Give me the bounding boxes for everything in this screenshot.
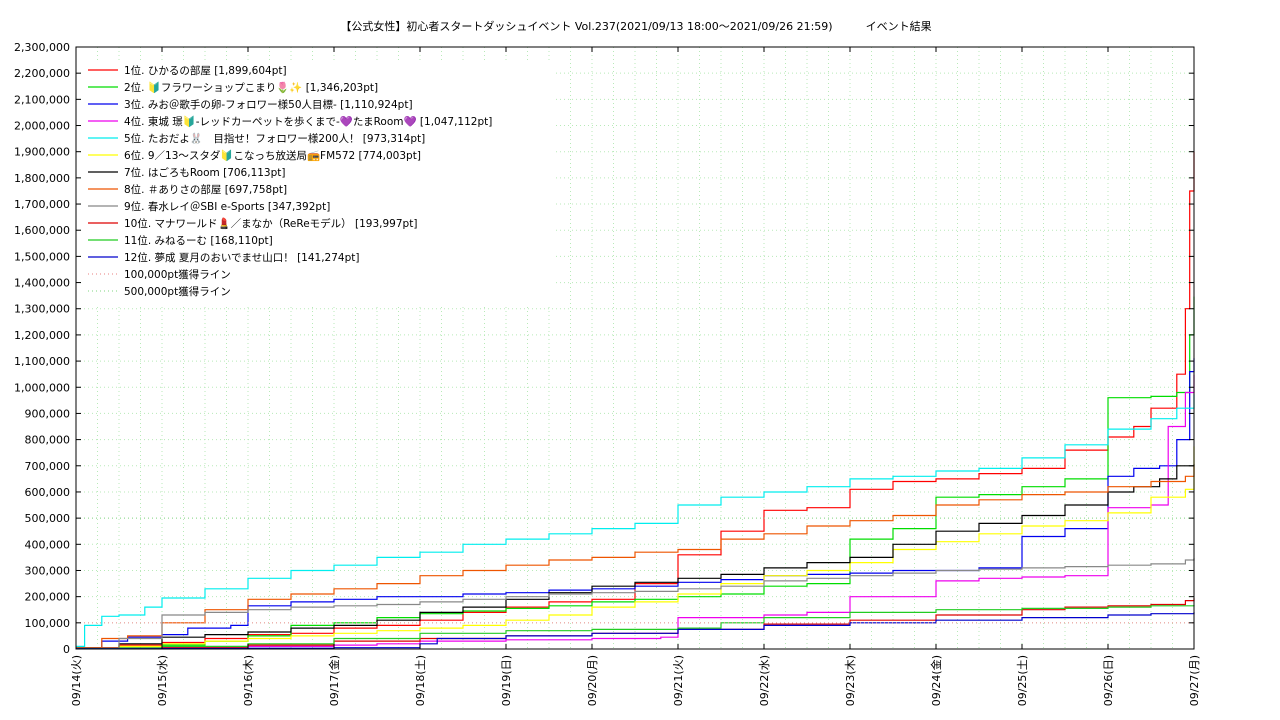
y-tick-label: 1,300,000 [14,303,70,316]
x-tick-label: 09/27(月) [1188,655,1201,706]
y-tick-label: 1,000,000 [14,381,70,394]
x-tick-label: 09/23(木) [844,655,857,706]
series-line-7 [76,464,1195,650]
x-tick-label: 09/21(火) [672,655,685,706]
y-tick-label: 700,000 [25,460,71,473]
x-tick-label: 09/26(日) [1102,655,1115,706]
x-tick-label: 09/25(土) [1016,655,1029,706]
x-tick-label: 09/17(金) [327,655,341,706]
legend-entry: 1位. ひかるの部屋 [1,899,604pt] [124,64,287,77]
y-tick-label: 1,100,000 [14,355,70,368]
chart-title: 【公式女性】初心者スタートダッシュイベント Vol.237(2021/09/13… [340,19,931,33]
legend-entry: 8位. ＃ありさの部屋 [697,758pt] [124,183,287,196]
legend-entry: 5位. たおだよ🐰 目指せ！フォロワー様200人！ [973,314pt] [124,132,425,145]
y-tick-label: 2,000,000 [14,120,70,133]
legend-box [82,60,554,304]
y-tick-label: 600,000 [25,486,71,499]
y-tick-label: 500,000 [25,512,71,525]
x-tick-label: 09/15(水) [156,655,169,706]
legend-entry: 3位. みお＠歌手の卵‐フォロワー様50人目標‐ [1,110,924pt] [124,98,413,111]
y-tick-label: 1,900,000 [14,146,70,159]
x-tick-label: 09/16(木) [242,655,255,706]
y-tick-label: 1,400,000 [14,277,70,290]
y-tick-label: 1,200,000 [14,329,70,342]
x-tick-label: 09/18(土) [414,655,427,706]
y-tick-label: 100,000 [25,617,71,630]
legend-entry: 9位. 春水レイ＠SBI e-Sports [347,392pt] [124,200,330,213]
y-tick-label: 300,000 [25,564,71,577]
legend-entry: 100,000pt獲得ライン [124,268,231,281]
y-tick-label: 2,100,000 [14,93,70,106]
legend-entry: 2位. 🔰フラワーショップこまり🌷✨ [1,346,203pt] [124,81,378,94]
series-line-9 [76,558,1195,650]
y-axis: 0 100,000 200,000 300,000 400,000 500,000 600,… [14,41,1194,656]
x-tick-label: 09/22(水) [758,655,771,706]
y-tick-label: 200,000 [25,591,71,604]
series-line-8 [76,466,1195,649]
y-tick-label: 1,700,000 [14,198,70,211]
y-tick-label: 2,200,000 [14,67,70,80]
y-tick-label: 1,600,000 [14,224,70,237]
y-tick-label: 800,000 [25,434,71,447]
x-tick-label: 09/14(火) [70,655,83,706]
x-tick-label: 09/19(日) [500,655,513,706]
y-tick-label: 2,300,000 [14,41,70,54]
series-line-6 [76,446,1195,650]
series-line-3 [76,358,1195,649]
legend-entry: 11位. みねるーむ [168,110pt] [124,234,273,247]
x-tick-label: 09/20(月) [586,655,599,706]
legend-entry: 12位. 夢成 夏月のおいでませ山口！ [141,274pt] [124,251,359,264]
legend: 1位. ひかるの部屋 [1,899,604pt] 2位. 🔰フラワーショップこまり… [82,60,554,304]
legend-entry: 500,000pt獲得ライン [124,285,231,298]
legend-entry: 7位. はごろもRoom [706,113pt] [124,166,286,179]
y-tick-label: 0 [63,643,70,656]
legend-entry: 4位. 東城 璟🔰-レッドカーペットを歩くまで-💜たまRoom💜 [1,047,… [124,115,492,128]
legend-entry: 10位. マナワールド💄／まなか（ReReモデル） [193,997pt] [124,217,417,230]
y-tick-label: 1,500,000 [14,250,70,263]
x-tick-label: 09/24(金) [929,655,943,706]
series-layer [76,151,1195,650]
y-tick-label: 1,800,000 [14,172,70,185]
series-line-5 [76,394,1195,647]
y-tick-label: 900,000 [25,407,71,420]
series-line-11 [76,605,1195,650]
plot-frame [75,46,1195,650]
legend-entry: 6位. 9／13〜スタダ🔰こなっち放送局📻FM572 [774,003pt] [124,149,421,162]
x-axis: 09/14(火) 09/15(水) 09/16(木) 09/17(金) 09/18(土)… [70,47,1201,706]
y-tick-label: 400,000 [25,538,71,551]
